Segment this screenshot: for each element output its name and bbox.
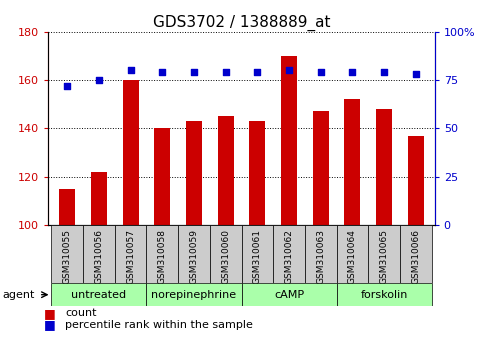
Point [127,68,134,73]
Bar [146,283,242,306]
Text: cAMP: cAMP [274,290,304,300]
Text: agent: agent [2,290,35,300]
Text: GSM310061: GSM310061 [253,229,262,285]
Text: GSM310055: GSM310055 [63,229,72,285]
Bar [242,225,273,283]
Bar [210,225,242,283]
Text: norepinephrine: norepinephrine [152,290,237,300]
Text: GSM310057: GSM310057 [126,229,135,285]
Text: GSM310064: GSM310064 [348,229,357,284]
Bar [313,112,328,225]
Point [317,69,325,75]
Bar [273,225,305,283]
Bar [218,116,234,225]
Bar [123,80,139,225]
Bar [155,128,170,225]
Text: GSM310059: GSM310059 [189,229,199,285]
Bar [368,225,400,283]
Bar [146,225,178,283]
Bar [337,283,431,306]
Bar [249,121,265,225]
Bar [344,99,360,225]
Point [349,69,356,75]
Bar [400,225,431,283]
Point [190,69,198,75]
Bar [337,225,368,283]
Bar [186,121,202,225]
Bar [376,109,392,225]
Text: GSM310063: GSM310063 [316,229,325,285]
Bar [305,225,337,283]
Bar [242,283,337,306]
Point [412,72,420,77]
Bar [178,225,210,283]
Point [222,69,229,75]
Text: untreated: untreated [71,290,127,300]
Point [285,68,293,73]
Text: GSM310056: GSM310056 [95,229,103,285]
Text: ■: ■ [43,307,55,320]
Bar [408,136,424,225]
Text: forskolin: forskolin [360,290,408,300]
Point [380,69,388,75]
Bar [59,189,75,225]
Point [158,69,166,75]
Text: GSM310065: GSM310065 [380,229,388,285]
Bar [281,56,297,225]
Bar [52,283,146,306]
Text: percentile rank within the sample: percentile rank within the sample [65,320,253,330]
Text: GSM310058: GSM310058 [158,229,167,285]
Bar [52,225,83,283]
Text: GSM310060: GSM310060 [221,229,230,285]
Bar [83,225,115,283]
Text: GSM310062: GSM310062 [284,229,294,284]
Text: GSM310066: GSM310066 [411,229,420,285]
Point [254,69,261,75]
Point [95,77,103,83]
Bar [115,225,146,283]
Title: GDS3702 / 1388889_at: GDS3702 / 1388889_at [153,14,330,30]
Point [63,83,71,89]
Text: count: count [65,308,97,318]
Text: ■: ■ [43,318,55,331]
Bar [91,172,107,225]
